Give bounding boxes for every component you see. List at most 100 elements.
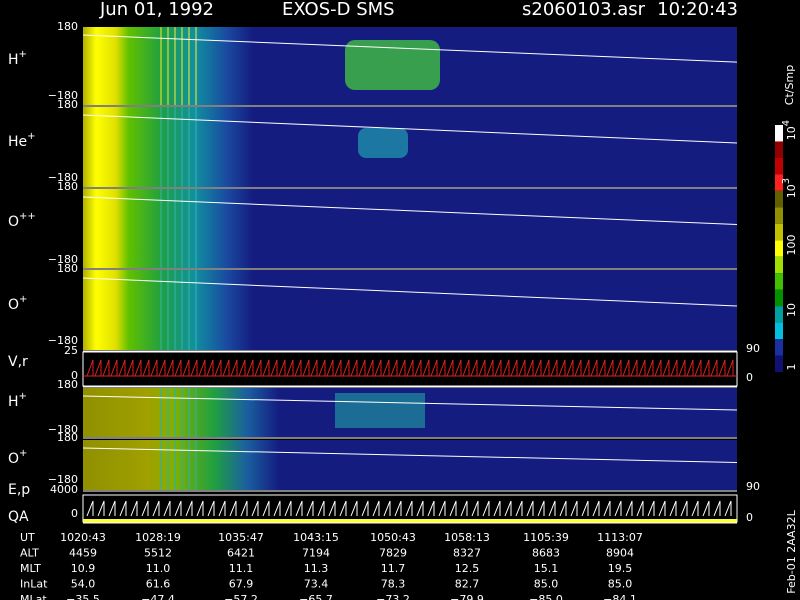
colorbar-cell bbox=[775, 289, 783, 307]
y-tick-label: 0 bbox=[71, 507, 78, 520]
trace bbox=[82, 34, 738, 63]
y-tick-label: −180 bbox=[48, 334, 78, 347]
trace bbox=[82, 114, 738, 144]
header-date: Jun 01, 1992 bbox=[99, 0, 214, 20]
footer-value: 10.9 bbox=[71, 562, 96, 575]
stripe bbox=[167, 27, 169, 105]
stripe bbox=[167, 270, 169, 350]
stripe bbox=[195, 388, 197, 437]
stripe bbox=[174, 388, 176, 437]
footer-value: 1050:43 bbox=[370, 531, 416, 544]
panel-label-sup: + bbox=[19, 294, 27, 305]
colorbar-cell bbox=[775, 339, 783, 356]
colorbar-cell bbox=[775, 223, 783, 241]
colorbar-cell bbox=[775, 190, 783, 208]
stripe bbox=[188, 107, 190, 187]
footer-value: 85.0 bbox=[534, 578, 559, 591]
header-time: 10:20:43 bbox=[657, 0, 738, 20]
stripe bbox=[188, 270, 190, 350]
stripe bbox=[160, 388, 162, 437]
footer-value: 1058:13 bbox=[444, 531, 490, 544]
stripe bbox=[181, 388, 183, 437]
stripe bbox=[181, 440, 183, 490]
footer-value: 11.0 bbox=[146, 562, 171, 575]
footer-value: 82.7 bbox=[455, 578, 480, 591]
panel-label-base: H bbox=[8, 394, 19, 410]
spectrogram bbox=[83, 189, 737, 268]
panel-label: E,p bbox=[8, 482, 30, 498]
y-tick-label: 25 bbox=[64, 344, 78, 357]
colorbar-label-sup: 4 bbox=[781, 120, 792, 126]
footer-row-label: ALT bbox=[20, 547, 39, 560]
footer-value: 11.1 bbox=[229, 562, 254, 575]
colorbar-cell bbox=[775, 141, 783, 158]
footer-value: 1028:19 bbox=[135, 531, 181, 544]
colorbar-cell bbox=[775, 125, 783, 142]
footer-value: 73.4 bbox=[304, 578, 329, 591]
footer-value: 54.0 bbox=[71, 578, 96, 591]
stripe bbox=[174, 270, 176, 350]
stripe bbox=[160, 440, 162, 490]
colorbar-label-base: 10 bbox=[785, 303, 798, 317]
colorbar-label: 10 bbox=[785, 303, 798, 317]
panel-label: H+ bbox=[8, 49, 27, 68]
colorbar-cell bbox=[775, 322, 783, 340]
stripe bbox=[181, 189, 183, 268]
panel-label-sup: + bbox=[27, 131, 35, 142]
footer-value: 7829 bbox=[379, 547, 407, 560]
trace bbox=[86, 359, 734, 377]
panel-label-sup: ++ bbox=[19, 211, 36, 222]
y2-tick-label: 0 bbox=[746, 511, 753, 524]
colorbar-label: 1 bbox=[785, 364, 798, 371]
panel-bg bbox=[82, 351, 738, 387]
footer-value: 11.7 bbox=[381, 562, 406, 575]
y-tick-label: 0 bbox=[71, 369, 78, 382]
colorbar-label: 104 bbox=[781, 120, 798, 140]
spectrogram bbox=[83, 440, 737, 490]
feature bbox=[335, 393, 425, 428]
spectrogram bbox=[83, 107, 737, 187]
feature bbox=[345, 40, 440, 90]
colorbar-unit: Ct/Smp bbox=[783, 65, 796, 105]
colorbar-label: 103 bbox=[781, 178, 798, 198]
footer-value: 15.1 bbox=[534, 562, 559, 575]
panel-label-sup: + bbox=[19, 448, 27, 459]
stripe bbox=[188, 440, 190, 490]
footer-value: 6421 bbox=[227, 547, 255, 560]
stripe bbox=[167, 107, 169, 187]
stripe bbox=[181, 107, 183, 187]
footer-value: 11.3 bbox=[304, 562, 329, 575]
footer-value: 8327 bbox=[453, 547, 481, 560]
colorbar-cell bbox=[775, 207, 783, 224]
stripe bbox=[195, 107, 197, 187]
header-file: s2060103.asr bbox=[522, 0, 646, 20]
panel-label: He+ bbox=[8, 131, 36, 150]
y-tick-label: 180 bbox=[57, 98, 78, 111]
trace bbox=[82, 196, 738, 226]
stripe bbox=[195, 440, 197, 490]
footer-value: 61.6 bbox=[146, 578, 171, 591]
stripe bbox=[160, 27, 162, 105]
y-tick-label: −180 bbox=[48, 473, 78, 486]
y-tick-label: 180 bbox=[57, 378, 78, 391]
feature bbox=[358, 128, 408, 158]
stripe bbox=[181, 27, 183, 105]
panel-label-base: V,r bbox=[8, 354, 28, 370]
y-tick-label: 180 bbox=[57, 20, 78, 33]
panel-label-sup: + bbox=[19, 391, 27, 402]
panel-label-base: He bbox=[8, 134, 27, 150]
footer-value: 12.5 bbox=[455, 562, 480, 575]
footer-value: −85.0 bbox=[529, 593, 563, 600]
stripe bbox=[195, 27, 197, 105]
trace bbox=[86, 500, 732, 517]
y-tick-label: −180 bbox=[48, 89, 78, 102]
trace bbox=[82, 395, 738, 411]
panel-label: O+ bbox=[8, 294, 27, 313]
footer-value: −47.4 bbox=[141, 593, 175, 600]
panel-label: H+ bbox=[8, 391, 27, 410]
colorbar-cell bbox=[775, 240, 783, 257]
qa-bar bbox=[83, 519, 737, 523]
panel-label-base: O bbox=[8, 214, 19, 230]
panel-label: O+ bbox=[8, 448, 27, 467]
stripe bbox=[195, 270, 197, 350]
